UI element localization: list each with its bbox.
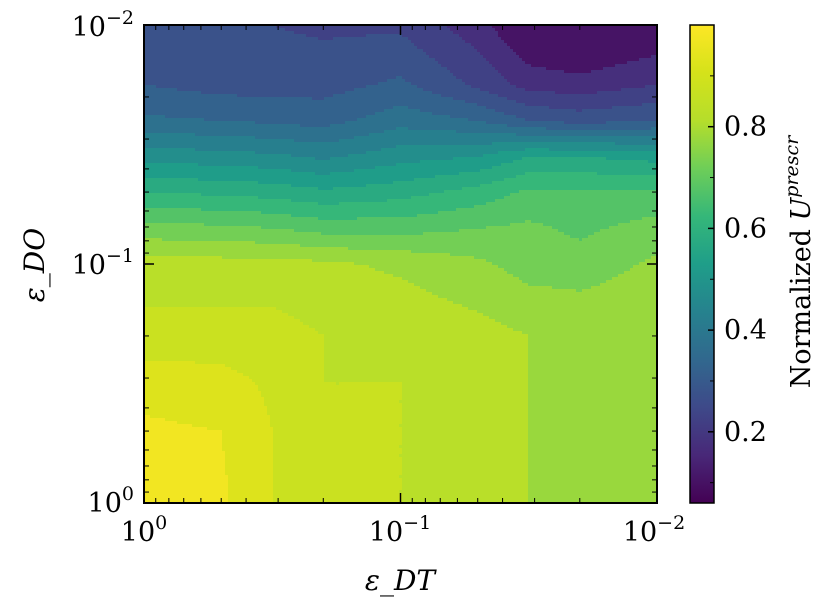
contour-field: [144, 25, 658, 506]
